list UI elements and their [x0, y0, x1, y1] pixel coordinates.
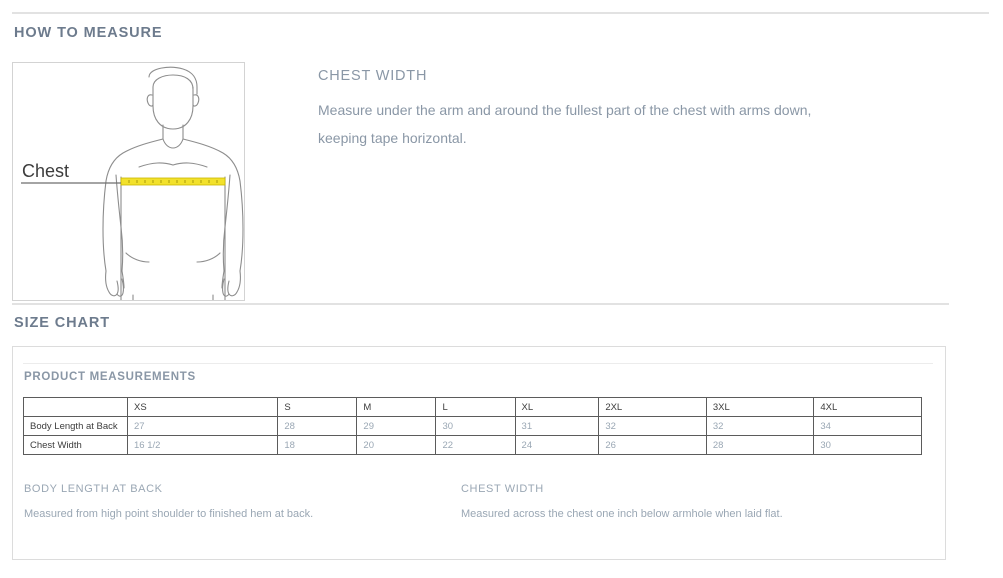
- table-corner-cell: [23, 397, 128, 417]
- column-header-xs: XS: [126, 397, 279, 417]
- cell-chest-width-xl: 24: [514, 435, 600, 455]
- cell-body-length-l: 30: [435, 416, 516, 436]
- column-header-m: M: [356, 397, 437, 417]
- cell-chest-width-4xl: 30: [813, 435, 922, 455]
- cell-body-length-xs: 27: [126, 416, 279, 436]
- cell-chest-width-3xl: 28: [705, 435, 815, 455]
- size-chart-table: XS S M L XL 2XL 3XL 4XL Body Length at B…: [23, 397, 922, 455]
- column-header-2xl: 2XL: [598, 397, 707, 417]
- top-divider: [12, 12, 989, 14]
- cell-chest-width-s: 18: [277, 435, 358, 455]
- cell-chest-width-2xl: 26: [598, 435, 707, 455]
- cell-chest-width-xs: 16 1/2: [126, 435, 279, 455]
- size-chart-panel: PRODUCT MEASUREMENTS XS S M L XL 2XL 3XL…: [12, 346, 946, 560]
- measurement-diagram: Chest: [12, 62, 245, 301]
- column-header-l: L: [435, 397, 516, 417]
- cell-body-length-xl: 31: [514, 416, 600, 436]
- section-divider: [12, 303, 949, 305]
- note-body-length-text: Measured from high point shoulder to fin…: [24, 508, 314, 520]
- how-to-measure-heading: HOW TO MEASURE: [14, 25, 163, 41]
- cell-body-length-s: 28: [277, 416, 358, 436]
- row-label-chest-width: Chest Width: [23, 435, 128, 455]
- cell-chest-width-m: 20: [356, 435, 437, 455]
- note-chest-width-title: CHEST WIDTH: [461, 483, 544, 495]
- note-chest-width: CHEST WIDTH Measured across the chest on…: [461, 483, 891, 521]
- measure-instruction-description: Measure under the arm and around the ful…: [318, 102, 812, 146]
- cell-body-length-3xl: 32: [705, 416, 815, 436]
- column-header-xl: XL: [514, 397, 600, 417]
- cell-body-length-m: 29: [356, 416, 437, 436]
- table-row: Chest Width 16 1/2 18 20 22 24 26 28 30: [23, 435, 922, 455]
- row-label-body-length: Body Length at Back: [23, 416, 128, 436]
- cell-body-length-2xl: 32: [598, 416, 707, 436]
- measure-instructions: CHEST WIDTH Measure under the arm and ar…: [318, 68, 878, 152]
- cell-chest-width-l: 22: [435, 435, 516, 455]
- column-header-s: S: [277, 397, 358, 417]
- tape-measure: [120, 177, 226, 186]
- column-header-3xl: 3XL: [705, 397, 815, 417]
- column-header-4xl: 4XL: [813, 397, 922, 417]
- cell-body-length-4xl: 34: [813, 416, 922, 436]
- note-body-length: BODY LENGTH AT BACK Measured from high p…: [24, 483, 454, 521]
- note-chest-width-text: Measured across the chest one inch below…: [461, 508, 783, 520]
- table-row: Body Length at Back 27 28 29 30 31 32 32…: [23, 416, 922, 436]
- size-chart-heading: SIZE CHART: [14, 315, 110, 331]
- table-header-row: XS S M L XL 2XL 3XL 4XL: [23, 397, 922, 417]
- chest-label: Chest: [22, 161, 69, 181]
- product-measurements-divider: [23, 363, 933, 364]
- measure-instruction-title: CHEST WIDTH: [318, 68, 428, 84]
- body-outline-illustration: Chest: [21, 66, 244, 300]
- product-measurements-label: PRODUCT MEASUREMENTS: [24, 371, 196, 383]
- note-body-length-title: BODY LENGTH AT BACK: [24, 483, 163, 495]
